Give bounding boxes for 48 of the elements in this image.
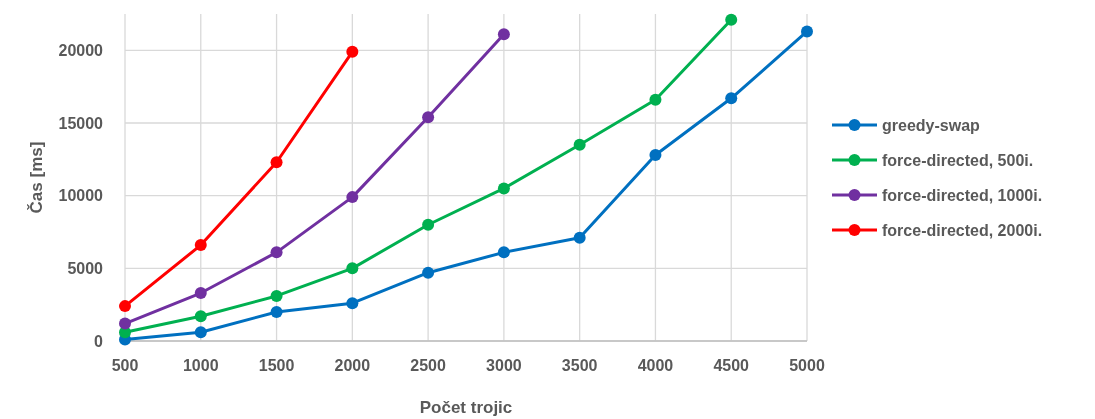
- y-tick-label: 10000: [58, 187, 104, 205]
- x-tick-label: 5000: [789, 357, 825, 374]
- x-tick-label: 500: [111, 357, 139, 374]
- point: [497, 246, 510, 259]
- point: [649, 148, 662, 161]
- x-tick-label: 1500: [258, 357, 295, 374]
- y-tick-label: 20000: [58, 41, 104, 59]
- point: [497, 182, 510, 195]
- point: [573, 138, 586, 151]
- legend-label: force-directed, 500i.: [882, 151, 1034, 169]
- point: [194, 287, 207, 300]
- point: [194, 239, 207, 252]
- point: [194, 310, 207, 323]
- point: [649, 93, 662, 106]
- point: [119, 300, 131, 313]
- point: [346, 45, 359, 58]
- point: [725, 92, 738, 105]
- point: [346, 262, 359, 275]
- point: [497, 28, 510, 41]
- x-tick-label: 4000: [637, 357, 674, 374]
- point: [346, 191, 359, 204]
- point: [422, 266, 435, 279]
- point: [725, 13, 738, 26]
- point: [422, 111, 435, 124]
- point: [573, 231, 586, 244]
- point: [422, 218, 435, 231]
- x-tick-label: 3000: [486, 357, 522, 374]
- point: [270, 156, 283, 169]
- point: [801, 25, 813, 38]
- point: [270, 305, 283, 318]
- x-tick-label: 1000: [182, 357, 219, 374]
- legend-label: greedy-swap: [882, 116, 981, 134]
- legend-label: force-directed, 1000i.: [882, 186, 1043, 204]
- point: [119, 317, 131, 330]
- x-tick-label: 4500: [713, 357, 750, 374]
- x-tick-label: 2500: [410, 357, 447, 374]
- x-axis-title: Počet trojic: [419, 398, 513, 417]
- y-tick-label: 5000: [67, 259, 104, 277]
- x-tick-label: 2000: [334, 357, 371, 374]
- point: [270, 289, 283, 302]
- y-axis-title: Čas [ms]: [27, 141, 46, 214]
- point: [270, 246, 283, 259]
- point: [194, 326, 207, 339]
- point: [346, 297, 359, 310]
- y-tick-label: 0: [94, 332, 104, 350]
- legend-label: force-directed, 2000i.: [882, 221, 1043, 239]
- y-tick-label: 15000: [58, 114, 104, 132]
- x-tick-label: 3500: [561, 357, 598, 374]
